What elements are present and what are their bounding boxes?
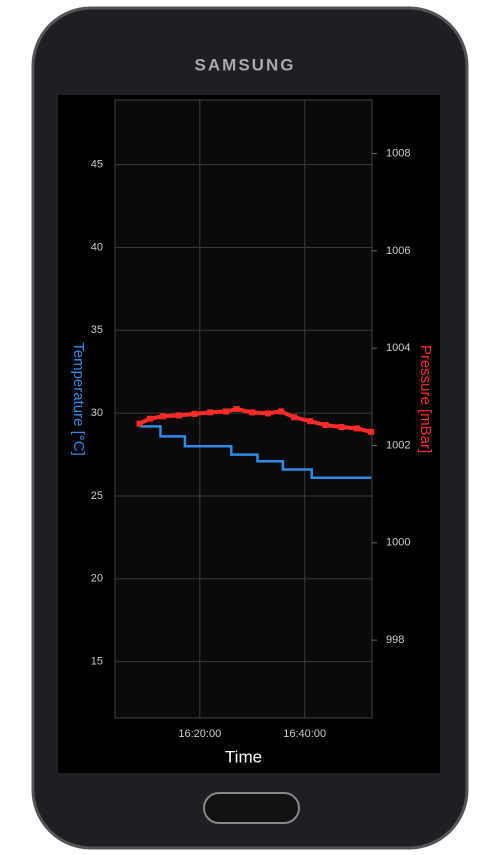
y-tick-label: 30: [91, 407, 103, 419]
y2-axis-label: Pressure [mBar]: [417, 345, 434, 453]
data-point: [306, 418, 313, 425]
y-tick-label: 15: [91, 656, 103, 668]
home-button[interactable]: [203, 792, 300, 824]
data-point: [291, 414, 298, 421]
series-line: [139, 425, 372, 480]
y2-tick-label: 1000: [386, 537, 410, 549]
data-point: [160, 413, 167, 420]
data-point: [233, 406, 240, 412]
y2-tick-label: 1002: [386, 439, 410, 451]
y2-tick-label: 1008: [386, 147, 410, 159]
y2-tick-label: 1006: [386, 245, 410, 257]
data-point: [249, 409, 256, 416]
data-point: [322, 422, 329, 429]
x-tick-label: 16:40:00: [283, 728, 326, 740]
data-point: [338, 424, 345, 431]
y-tick-label: 20: [91, 573, 103, 585]
y-axis-label: Temperature [°C]: [70, 342, 87, 456]
x-axis-label: Time: [225, 747, 262, 766]
data-point: [191, 410, 198, 417]
y2-tick-label: 1004: [386, 342, 410, 354]
y2-tick-label: 998: [386, 634, 404, 646]
y-tick-label: 40: [91, 241, 103, 253]
data-point: [354, 425, 361, 432]
data-point: [136, 420, 143, 427]
data-point: [175, 412, 182, 419]
brand: SAMSUNG: [195, 55, 296, 74]
y-tick-label: 35: [91, 324, 103, 336]
data-point: [278, 408, 285, 415]
y-tick-label: 25: [91, 490, 103, 502]
data-point: [207, 409, 214, 416]
x-tick-label: 16:20:00: [178, 728, 221, 740]
data-point: [223, 408, 230, 415]
y-tick-label: 45: [91, 159, 103, 171]
chart: 15 20 25 30 35 40 45 998 1000 1002 1004 1006 1008 16:…: [70, 99, 434, 766]
data-point: [368, 428, 375, 435]
data-point: [264, 410, 271, 417]
data-point: [146, 415, 153, 422]
